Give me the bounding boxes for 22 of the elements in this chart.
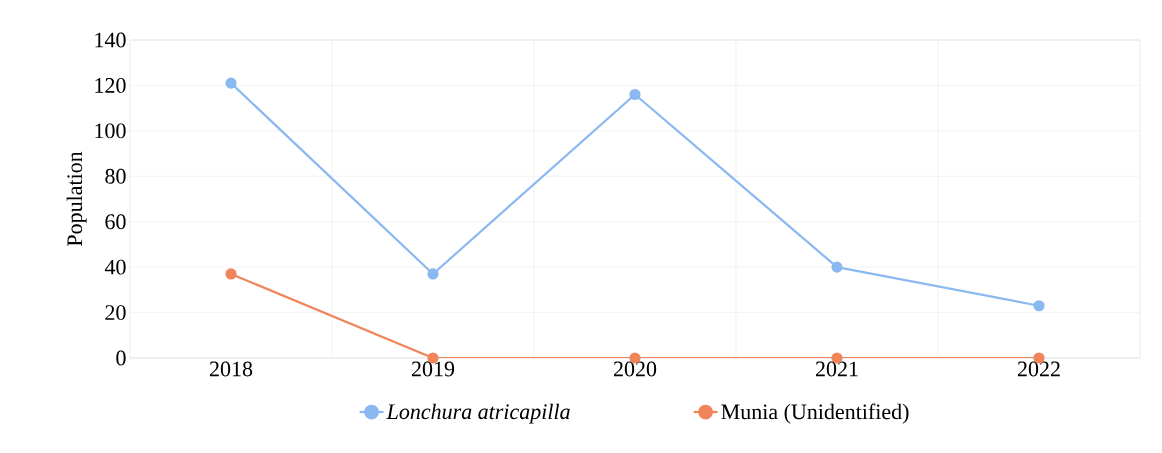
point: [1033, 300, 1045, 312]
legend-label: Lonchura atricapilla: [386, 403, 570, 424]
y-tick-label: 60: [105, 214, 126, 230]
x-tick-label: 2020: [613, 361, 657, 377]
y-tick-label: 0: [116, 350, 126, 366]
y-tick-label: 20: [105, 305, 126, 320]
x-tick-label: 2021: [815, 361, 858, 377]
point: [831, 261, 843, 273]
point: [225, 77, 237, 89]
point: [629, 88, 641, 101]
x-tick-label: 2018: [209, 361, 253, 377]
point: [225, 268, 237, 280]
y-tick-label: 140: [95, 32, 126, 48]
y-tick-label: 80: [105, 168, 126, 184]
y-tick-label: 40: [104, 259, 126, 275]
y-axis-title: Population: [66, 151, 87, 247]
point: [427, 268, 439, 280]
y-tick-label: 100: [95, 123, 126, 139]
x-tick-label: 2019: [411, 361, 455, 377]
x-tick-label: 2022: [1017, 361, 1060, 377]
y-tick-label: 120: [95, 78, 126, 93]
legend-label: Munia (Unidentified): [721, 403, 909, 424]
